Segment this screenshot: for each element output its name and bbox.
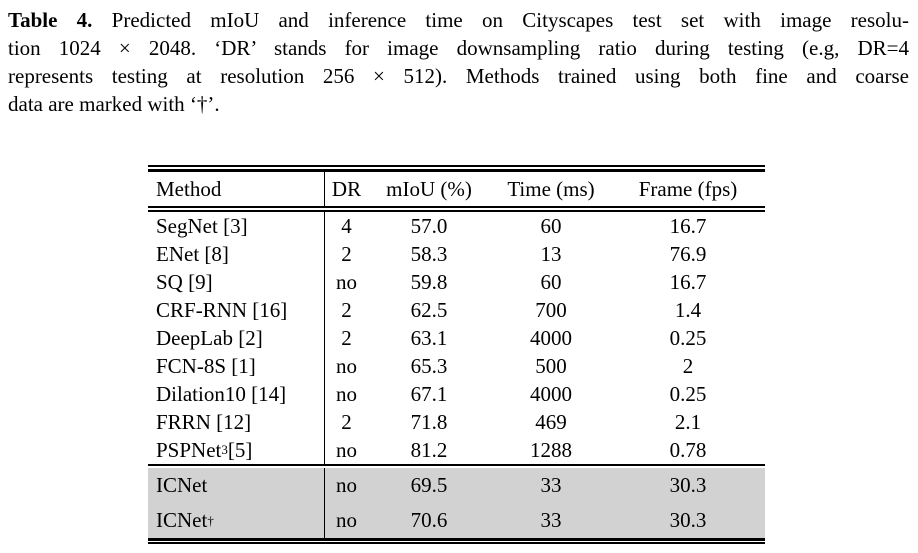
dr-cell: no (336, 353, 357, 378)
time-cell: 1288 (530, 437, 572, 462)
mid-separator-rule (148, 464, 765, 466)
method-cell: FRRN [12] (148, 408, 325, 436)
caption-label: Table 4. (8, 8, 93, 32)
method-column-header: Method (148, 172, 325, 206)
miou-cell: 65.3 (410, 353, 448, 378)
method-label: DeepLab [2] (156, 325, 263, 350)
miou-cell: 71.8 (410, 409, 448, 434)
time-cell: 60 (540, 269, 562, 294)
table-row-icnet: ICNet no 69.5 33 30.3 (148, 468, 765, 503)
method-cell: FCN-8S [1] (148, 352, 325, 380)
results-table: Method DR mIoU (%) Time (ms) Frame (fps)… (148, 165, 765, 544)
method-cell: CRF-RNN [16] (148, 296, 325, 324)
miou-cell: 58.3 (410, 241, 448, 266)
table-top-rule (148, 165, 765, 172)
miou-cell: 62.5 (410, 297, 448, 322)
table-header-row: Method DR mIoU (%) Time (ms) Frame (fps) (148, 172, 765, 206)
method-cell: ICNet † (148, 503, 325, 538)
method-cell: SegNet [3] (148, 212, 325, 240)
time-cell: 469 (535, 409, 567, 434)
dr-cell: no (336, 473, 357, 497)
method-label: FCN-8S [1] (156, 353, 256, 378)
frame-cell: 30.3 (669, 508, 707, 532)
table-row-dilation10: Dilation10 [14] no 67.1 4000 0.25 (148, 380, 765, 408)
table-bottom-rule (148, 538, 765, 544)
method-cell: ICNet (148, 468, 325, 503)
time-cell: 4000 (530, 381, 572, 406)
frame-cell: 16.7 (669, 269, 707, 294)
frame-cell: 2 (682, 353, 694, 378)
frame-cell: 30.3 (669, 473, 707, 497)
method-label: SegNet [3] (156, 213, 248, 238)
time-cell: 500 (535, 353, 567, 378)
header-separator-rule (148, 206, 765, 212)
time-cell: 4000 (530, 325, 572, 350)
method-label: SQ [9] (156, 269, 213, 294)
table-row-frrn: FRRN [12] 2 71.8 469 2.1 (148, 408, 765, 436)
method-cell: Dilation10 [14] (148, 380, 325, 408)
method-cell: DeepLab [2] (148, 324, 325, 352)
table-row-segnet: SegNet [3] 4 57.0 60 16.7 (148, 212, 765, 240)
miou-column-header: mIoU (%) (386, 176, 472, 201)
method-label: Dilation10 [14] (156, 381, 287, 406)
method-label: PSPNet (156, 437, 222, 462)
method-cell: ENet [8] (148, 240, 325, 268)
method-label: ENet [8] (156, 241, 229, 266)
method-cell: SQ [9] (148, 268, 325, 296)
frame-column-header: Frame (fps) (638, 176, 738, 201)
table-row-deeplab: DeepLab [2] 2 63.1 4000 0.25 (148, 324, 765, 352)
dr-cell: no (336, 508, 357, 532)
method-label-rest: [5] (227, 437, 253, 462)
frame-cell: 0.25 (669, 325, 707, 350)
caption-line: data are marked with ‘†’. (8, 92, 220, 116)
time-cell: 700 (535, 297, 567, 322)
caption-line: Table 4. Predicted mIoU and inference ti… (8, 6, 909, 34)
method-label: CRF-RNN [16] (156, 297, 288, 322)
miou-cell: 57.0 (410, 213, 448, 238)
frame-cell: 1.4 (674, 297, 702, 322)
caption-line: tion 1024 × 2048. ‘DR’ stands for image … (8, 36, 909, 60)
dr-cell: no (336, 269, 357, 294)
table-row-fcn8s: FCN-8S [1] no 65.3 500 2 (148, 352, 765, 380)
table-caption: Table 4. Predicted mIoU and inference ti… (8, 6, 909, 118)
method-cell: PSPNet 3 [5] (148, 436, 325, 464)
method-label: FRRN [12] (156, 409, 252, 434)
dr-cell: 2 (341, 241, 352, 266)
frame-cell: 2.1 (674, 409, 702, 434)
frame-cell: 16.7 (669, 213, 707, 238)
method-label: ICNet (156, 473, 208, 497)
frame-cell: 0.25 (669, 381, 707, 406)
method-label: ICNet (156, 508, 208, 532)
miou-cell: 59.8 (410, 269, 448, 294)
time-cell: 33 (540, 473, 562, 497)
table-row-sq: SQ [9] no 59.8 60 16.7 (148, 268, 765, 296)
time-cell: 33 (540, 508, 562, 532)
dr-cell: 2 (341, 409, 352, 434)
table-row-crfrnn: CRF-RNN [16] 2 62.5 700 1.4 (148, 296, 765, 324)
table-row-enet: ENet [8] 2 58.3 13 76.9 (148, 240, 765, 268)
dr-cell: no (336, 381, 357, 406)
miou-cell: 69.5 (410, 473, 448, 497)
miou-cell: 67.1 (410, 381, 448, 406)
miou-cell: 63.1 (410, 325, 448, 350)
frame-cell: 76.9 (669, 241, 707, 266)
time-cell: 13 (540, 241, 562, 266)
time-column-header: Time (ms) (507, 176, 595, 201)
table-row-pspnet: PSPNet 3 [5] no 81.2 1288 0.78 (148, 436, 765, 464)
dr-cell: 4 (341, 213, 352, 238)
dr-column-header: DR (331, 176, 362, 201)
time-cell: 60 (540, 213, 562, 238)
caption-line: represents testing at resolution 256 × 5… (8, 64, 909, 88)
miou-cell: 81.2 (410, 437, 448, 462)
frame-cell: 0.78 (669, 437, 707, 462)
table-row-icnet-dagger: ICNet † no 70.6 33 30.3 (148, 503, 765, 538)
dr-cell: 2 (341, 325, 352, 350)
caption-text: Predicted mIoU and inference time on Cit… (92, 8, 909, 32)
miou-cell: 70.6 (410, 508, 448, 532)
dr-cell: no (336, 437, 357, 462)
dr-cell: 2 (341, 297, 352, 322)
